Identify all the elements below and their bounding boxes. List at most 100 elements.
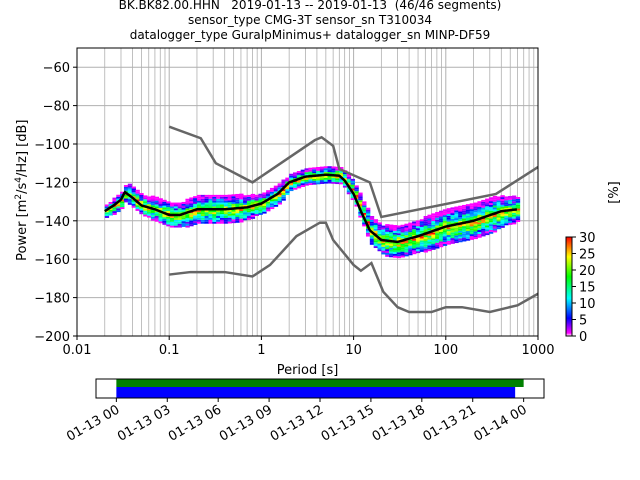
histogram-cell — [465, 206, 471, 209]
histogram-cell — [158, 219, 163, 222]
histogram-cell — [438, 214, 444, 217]
histogram-cell — [185, 221, 190, 224]
histogram-cell — [446, 211, 452, 214]
histogram-cell — [400, 226, 405, 229]
histogram-cell — [488, 216, 494, 219]
histogram-cell — [135, 197, 140, 200]
histogram-cell — [170, 204, 175, 207]
histogram-cell — [427, 233, 432, 236]
histogram-cell — [369, 221, 375, 224]
histogram-cell — [423, 242, 428, 245]
histogram-cell — [435, 242, 440, 245]
histogram-cell — [485, 198, 490, 201]
histogram-cell — [316, 176, 321, 179]
histogram-cell — [481, 219, 486, 222]
histogram-cell — [196, 217, 202, 220]
histogram-cell — [139, 200, 144, 203]
histogram-cell — [262, 203, 267, 206]
histogram-cell — [377, 228, 382, 231]
histogram-cell — [216, 217, 221, 220]
histogram-cell — [392, 230, 398, 233]
y-axis-label: Power [m2/s4/Hz] [dB] — [13, 119, 31, 261]
histogram-cell — [120, 205, 125, 208]
histogram-cell — [204, 202, 209, 205]
histogram-cell — [212, 216, 217, 218]
histogram-cell — [504, 204, 509, 207]
histogram-cell — [454, 218, 459, 221]
histogram-cell — [246, 202, 252, 205]
histogram-cell — [419, 226, 425, 229]
histogram-cell — [273, 191, 279, 194]
histogram-cell — [193, 196, 198, 199]
histogram-cell — [216, 216, 221, 218]
histogram-cell — [216, 214, 221, 217]
histogram-cell — [469, 205, 475, 208]
histogram-cell — [462, 229, 467, 232]
histogram-cell — [381, 237, 386, 240]
histogram-cell — [246, 200, 252, 203]
histogram-cell — [465, 217, 471, 220]
histogram-cell — [469, 214, 475, 217]
histogram-cell — [193, 200, 198, 202]
histogram-cell — [308, 167, 313, 170]
histogram-cell — [269, 201, 275, 204]
histogram-cell — [162, 203, 167, 206]
histogram-cell — [204, 204, 209, 207]
histogram-cell — [385, 241, 390, 244]
colorbar-tick-label: 0 — [579, 330, 587, 345]
histogram-cell — [227, 217, 233, 220]
histogram-cell — [204, 216, 209, 218]
coverage-tick-label: 01-13 06 — [166, 402, 224, 444]
histogram-cell — [389, 230, 394, 233]
histogram-cell — [258, 195, 263, 198]
histogram-cell — [116, 204, 121, 207]
histogram-cell — [312, 182, 317, 185]
histogram-cell — [392, 246, 398, 249]
histogram-cell — [488, 227, 494, 230]
histogram-cell — [266, 194, 271, 196]
histogram-cell — [162, 219, 167, 221]
histogram-cell — [485, 212, 490, 214]
histogram-cell — [231, 213, 236, 216]
histogram-cell — [462, 210, 467, 213]
histogram-cell — [208, 214, 213, 217]
histogram-cell — [515, 218, 521, 221]
histogram-cell — [162, 222, 167, 225]
histogram-cell — [273, 204, 279, 207]
histogram-cell — [196, 198, 202, 201]
histogram-cell — [408, 222, 413, 225]
histogram-cell — [462, 212, 467, 215]
histogram-cell — [246, 196, 252, 199]
histogram-cell — [189, 205, 194, 208]
histogram-cell — [243, 212, 248, 215]
histogram-cell — [385, 237, 390, 240]
histogram-cell — [220, 202, 225, 205]
histogram-cell — [154, 204, 160, 207]
histogram-cell — [223, 204, 229, 207]
histogram-cell — [189, 222, 194, 225]
histogram-cell — [392, 238, 398, 241]
histogram-cell — [235, 205, 240, 208]
histogram-cell — [127, 202, 133, 205]
histogram-cell — [462, 231, 467, 234]
y-tick-label: −160 — [34, 253, 70, 268]
histogram-cell — [331, 170, 336, 173]
histogram-cell — [273, 197, 279, 200]
histogram-cell — [508, 205, 513, 208]
histogram-cell — [212, 202, 217, 205]
histogram-cell — [462, 233, 467, 236]
histogram-cell — [500, 200, 505, 203]
histogram-cell — [465, 211, 471, 214]
histogram-cell — [177, 216, 183, 218]
histogram-cell — [181, 219, 186, 222]
histogram-cell — [231, 215, 236, 218]
histogram-cell — [454, 227, 459, 230]
histogram-cell — [408, 241, 413, 244]
histogram-cell — [254, 198, 259, 201]
histogram-cell — [181, 201, 186, 204]
histogram-cell — [339, 170, 344, 173]
histogram-cell — [346, 188, 352, 191]
histogram-cell — [385, 233, 390, 236]
histogram-cell — [239, 210, 244, 213]
x-tick-label: 1 — [257, 343, 265, 358]
